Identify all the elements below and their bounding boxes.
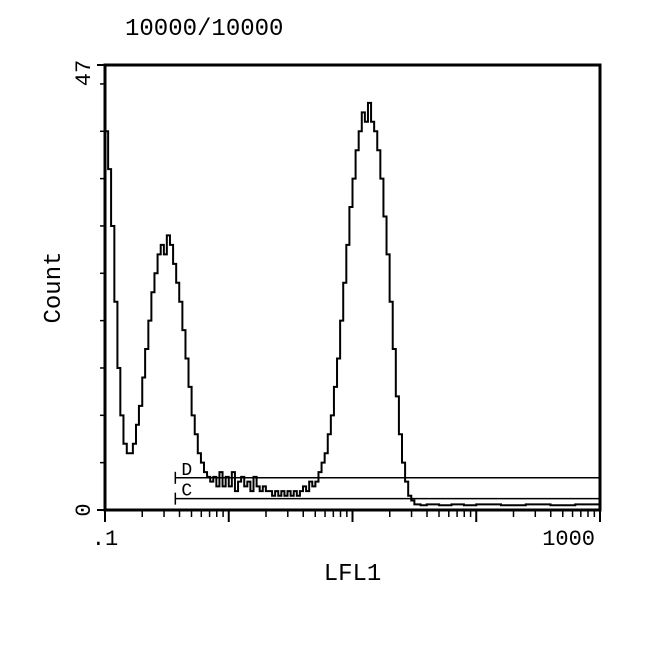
chart-title: 10000/10000 <box>125 16 283 43</box>
flow-cytometry-histogram: DC 10000/10000 .1 1000 0 47 LFL1 Count <box>30 10 630 610</box>
y-tick-max: 47 <box>72 60 97 86</box>
x-tick-max: 1000 <box>542 527 595 552</box>
x-axis-label: LFL1 <box>324 561 382 588</box>
gate-label-D: D <box>181 461 192 481</box>
gate-label-C: C <box>181 482 192 502</box>
x-tick-min: .1 <box>92 527 118 552</box>
chart-svg: DC 10000/10000 .1 1000 0 47 LFL1 Count <box>30 10 630 610</box>
y-tick-min: 0 <box>72 503 97 516</box>
y-axis-label: Count <box>41 251 68 323</box>
histogram-trace <box>105 103 600 505</box>
